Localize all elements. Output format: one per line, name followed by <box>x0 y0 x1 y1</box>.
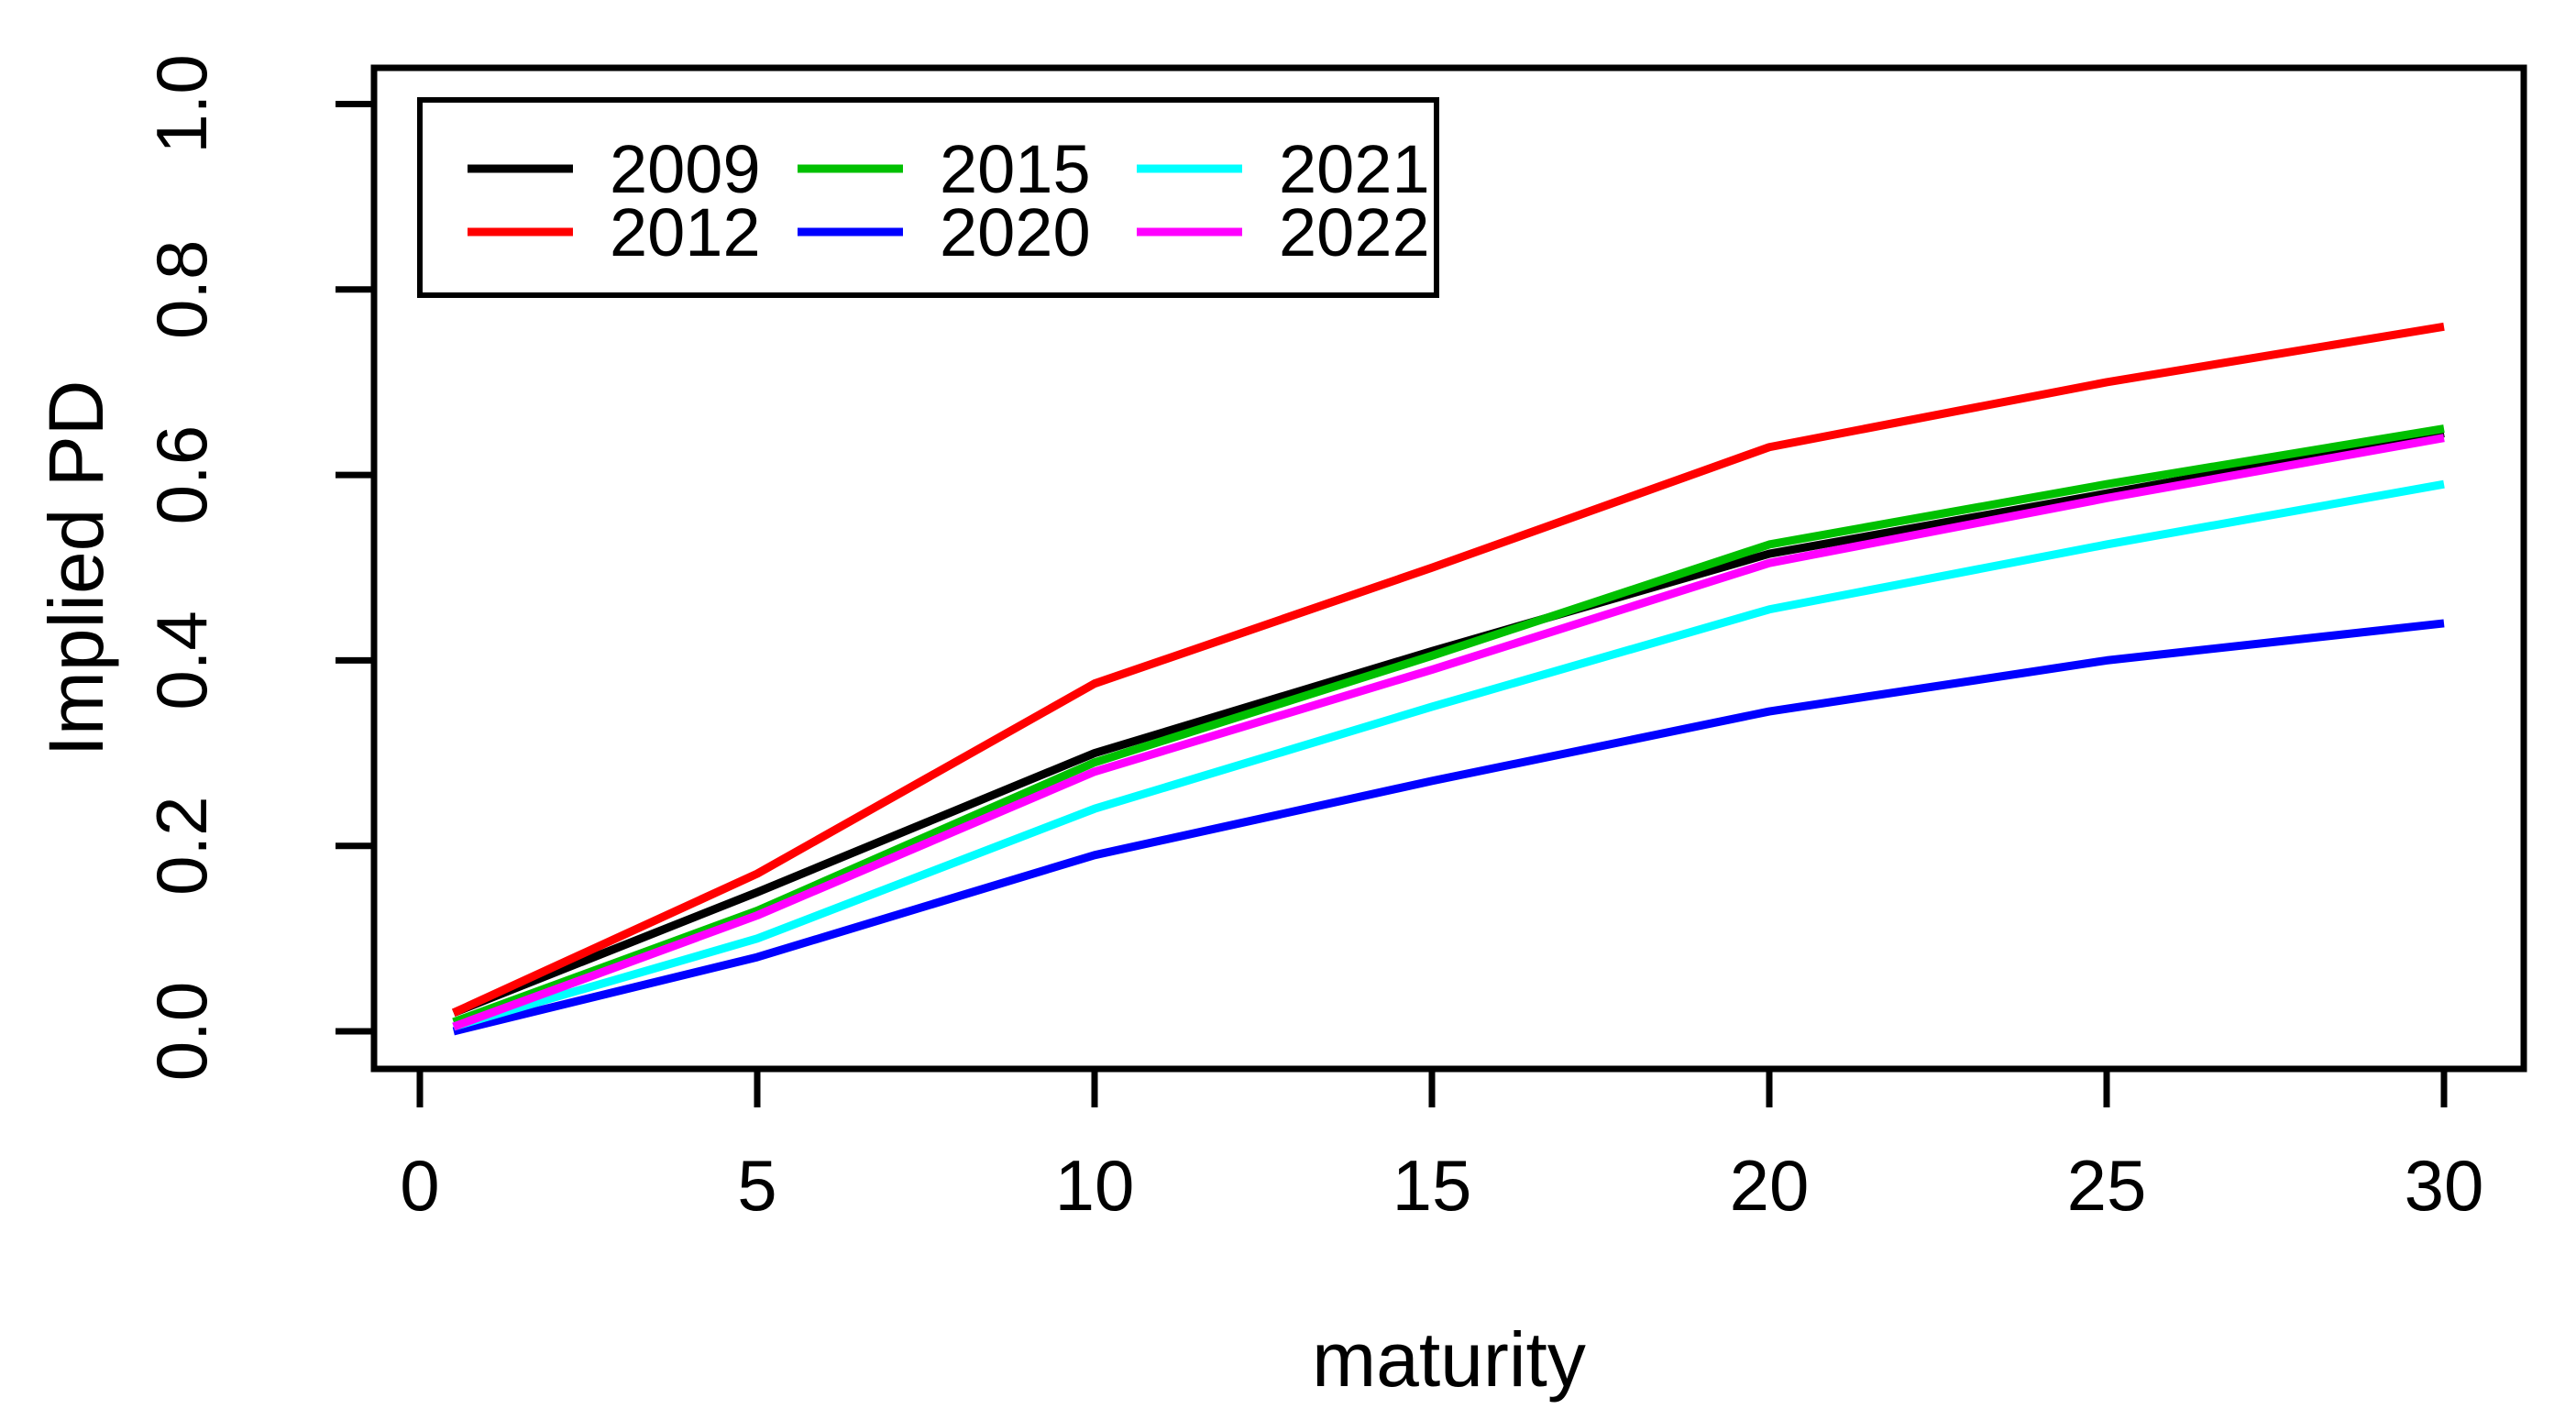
y-axis-title: Implied PD <box>33 380 119 757</box>
series-line-2015 <box>452 424 2445 1027</box>
legend-label-2015: 2015 <box>940 131 1091 207</box>
legend-item-2012: 2012 <box>468 194 761 270</box>
x-tick-label-15: 15 <box>1393 1145 1472 1226</box>
legend-label-2022: 2022 <box>1279 194 1430 270</box>
series-line-2012 <box>451 322 2445 1017</box>
legend-item-2020: 2020 <box>798 194 1091 270</box>
series-line-2020 <box>452 619 2445 1036</box>
legend-item-2015: 2015 <box>798 131 1091 207</box>
x-tick-label-0: 0 <box>400 1145 439 1226</box>
y-tick-label-0.2: 0.2 <box>141 796 222 895</box>
y-tick-label-0.8: 0.8 <box>141 240 222 339</box>
legend-label-2020: 2020 <box>940 194 1091 270</box>
legend-box <box>417 97 1439 298</box>
y-tick-label-1.0: 1.0 <box>141 54 222 153</box>
y-tick-label-0.4: 0.4 <box>141 611 222 710</box>
x-axis-title: maturity <box>1312 1316 1586 1403</box>
series-line-2022 <box>452 434 2445 1031</box>
legend-label-2012: 2012 <box>610 194 761 270</box>
x-tick-label-30: 30 <box>2405 1145 2484 1226</box>
x-tick-label-10: 10 <box>1055 1145 1135 1226</box>
series-line-2021 <box>452 479 2445 1031</box>
series-line-2009 <box>452 429 2445 1017</box>
legend-item-2021: 2021 <box>1137 131 1430 207</box>
x-tick-label-5: 5 <box>737 1145 776 1226</box>
legend-item-2022: 2022 <box>1137 194 1430 270</box>
y-tick-label-0.6: 0.6 <box>141 425 222 524</box>
legend-item-2009: 2009 <box>468 131 761 207</box>
plot-box <box>370 64 2527 1073</box>
y-tick-label-0.0: 0.0 <box>141 982 222 1081</box>
legend-label-2009: 2009 <box>610 131 761 207</box>
legend-label-2021: 2021 <box>1279 131 1430 207</box>
x-tick-label-20: 20 <box>1730 1145 1810 1226</box>
x-tick-label-25: 25 <box>2067 1145 2147 1226</box>
